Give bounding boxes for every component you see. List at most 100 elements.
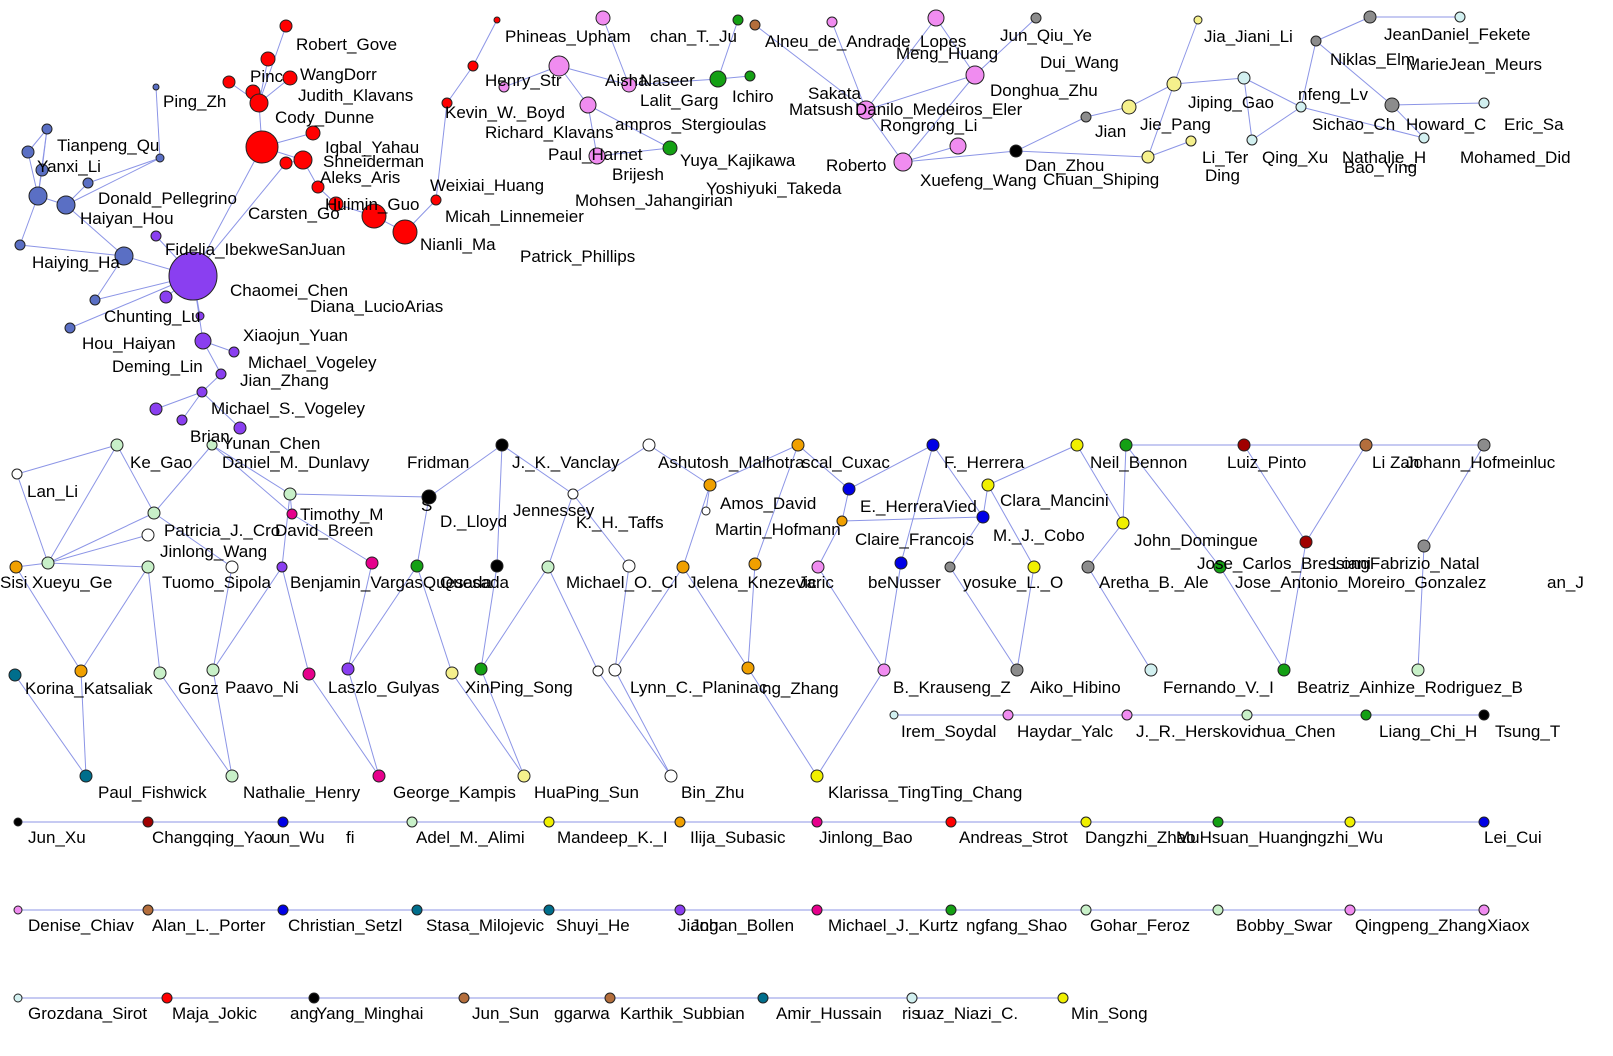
- node-sb4[interactable]: [28, 186, 48, 206]
- node-p6[interactable]: [498, 81, 510, 93]
- node-r6[interactable]: [249, 93, 269, 113]
- node-p4[interactable]: [588, 147, 606, 165]
- node-sb12[interactable]: [152, 83, 160, 91]
- node-y5[interactable]: [1193, 15, 1203, 25]
- node-f12[interactable]: [1478, 816, 1490, 828]
- node-p12[interactable]: [826, 16, 838, 28]
- node-f5[interactable]: [543, 816, 555, 828]
- node-r12[interactable]: [328, 196, 344, 212]
- node-m25[interactable]: [836, 515, 848, 527]
- node-w13[interactable]: [1010, 663, 1024, 677]
- node-v8[interactable]: [149, 402, 163, 416]
- node-z7[interactable]: [490, 559, 504, 573]
- node-r18[interactable]: [493, 16, 501, 24]
- node-f1[interactable]: [13, 817, 23, 827]
- node-c9[interactable]: [1418, 132, 1430, 144]
- node-i1[interactable]: [13, 993, 23, 1003]
- node-c2[interactable]: [1246, 134, 1258, 146]
- node-i4[interactable]: [458, 992, 470, 1004]
- node-w1[interactable]: [8, 668, 22, 682]
- node-sb3[interactable]: [35, 163, 49, 177]
- node-m13[interactable]: [703, 478, 717, 492]
- node-h12[interactable]: [1478, 904, 1490, 916]
- node-i5[interactable]: [604, 992, 616, 1004]
- node-z15[interactable]: [1027, 560, 1041, 574]
- node-m18[interactable]: [981, 478, 995, 492]
- node-w9[interactable]: [592, 665, 604, 677]
- node-h8[interactable]: [945, 904, 957, 916]
- node-c1[interactable]: [1237, 71, 1251, 85]
- node-e1[interactable]: [889, 710, 899, 720]
- node-gr1[interactable]: [1030, 12, 1042, 24]
- node-r5[interactable]: [282, 70, 298, 86]
- node-m22[interactable]: [1237, 438, 1251, 452]
- node-m4[interactable]: [141, 528, 155, 542]
- node-w11[interactable]: [741, 661, 755, 675]
- node-m15[interactable]: [842, 482, 856, 496]
- node-c3[interactable]: [1295, 101, 1307, 113]
- node-p9[interactable]: [965, 65, 985, 85]
- node-sb11[interactable]: [155, 153, 165, 163]
- node-e5[interactable]: [1360, 709, 1372, 721]
- node-sb1[interactable]: [41, 123, 53, 135]
- node-v4[interactable]: [194, 332, 212, 350]
- node-r16[interactable]: [467, 60, 479, 72]
- node-w6[interactable]: [341, 662, 355, 676]
- node-p8[interactable]: [927, 9, 945, 27]
- node-m10[interactable]: [495, 438, 509, 452]
- node-z16[interactable]: [1081, 560, 1095, 574]
- node-h4[interactable]: [411, 904, 423, 916]
- node-i6[interactable]: [757, 992, 769, 1004]
- node-d6[interactable]: [810, 769, 824, 783]
- node-h7[interactable]: [811, 904, 823, 916]
- node-m19[interactable]: [1070, 438, 1084, 452]
- node-w16[interactable]: [1411, 663, 1425, 677]
- node-v11[interactable]: [195, 311, 205, 321]
- node-r15[interactable]: [430, 194, 442, 206]
- node-d4[interactable]: [517, 769, 531, 783]
- node-sb9[interactable]: [89, 294, 101, 306]
- node-v10[interactable]: [233, 421, 247, 435]
- node-d5[interactable]: [664, 769, 678, 783]
- node-r10[interactable]: [279, 156, 293, 170]
- node-z1[interactable]: [9, 560, 23, 574]
- node-c6[interactable]: [1310, 35, 1322, 47]
- node-m27[interactable]: [1299, 535, 1313, 549]
- node-y2[interactable]: [1166, 76, 1182, 92]
- node-f6[interactable]: [674, 816, 686, 828]
- node-z17[interactable]: [1213, 560, 1227, 574]
- node-k1[interactable]: [1009, 144, 1023, 158]
- node-f9[interactable]: [1080, 816, 1092, 828]
- node-z14[interactable]: [944, 561, 956, 573]
- node-h5[interactable]: [543, 904, 555, 916]
- node-z5[interactable]: [365, 556, 379, 570]
- node-m23[interactable]: [1359, 438, 1373, 452]
- node-v9[interactable]: [176, 414, 188, 426]
- node-v3[interactable]: [159, 290, 173, 304]
- node-w8[interactable]: [474, 662, 488, 676]
- node-r3[interactable]: [222, 75, 236, 89]
- node-v5[interactable]: [228, 346, 240, 358]
- node-r13[interactable]: [361, 203, 387, 229]
- node-i2[interactable]: [161, 992, 173, 1004]
- node-br1[interactable]: [749, 19, 761, 31]
- node-p2[interactable]: [579, 96, 597, 114]
- node-z13[interactable]: [894, 556, 908, 570]
- node-v2[interactable]: [150, 230, 162, 242]
- node-c8[interactable]: [1478, 97, 1490, 109]
- node-m24[interactable]: [1477, 438, 1491, 452]
- node-z4[interactable]: [276, 561, 288, 573]
- node-sb2[interactable]: [21, 145, 35, 159]
- node-w10[interactable]: [608, 663, 622, 677]
- node-p1[interactable]: [548, 55, 570, 77]
- node-g2[interactable]: [662, 140, 678, 156]
- node-i8[interactable]: [1057, 992, 1069, 1004]
- node-y4[interactable]: [1185, 135, 1197, 147]
- node-m21[interactable]: [1119, 438, 1133, 452]
- node-w12[interactable]: [877, 663, 891, 677]
- node-m16[interactable]: [926, 438, 940, 452]
- node-w3[interactable]: [153, 666, 167, 680]
- node-m17[interactable]: [976, 510, 990, 524]
- node-gr2[interactable]: [1080, 111, 1092, 123]
- node-r17[interactable]: [441, 97, 453, 109]
